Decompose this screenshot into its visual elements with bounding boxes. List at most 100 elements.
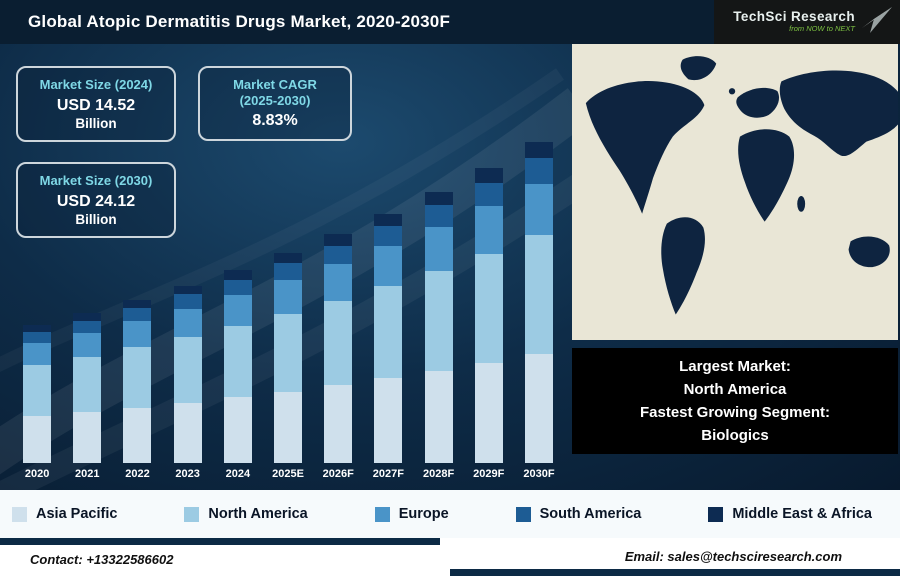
map-europe xyxy=(736,87,780,118)
x-axis-label-2028F: 2028F xyxy=(422,468,455,480)
legend-label-asia-pacific: Asia Pacific xyxy=(36,506,118,522)
bar-segment-europe xyxy=(274,280,303,314)
map-uk xyxy=(728,88,736,95)
bar-segment-europe xyxy=(374,246,403,287)
map-asia xyxy=(779,70,898,157)
legend-label-south-america: South America xyxy=(539,506,642,522)
bar-slot-2025E: 2025E xyxy=(263,252,313,480)
x-axis-label-2024: 2024 xyxy=(225,468,251,480)
brand-logo: TechSci Research from NOW to NEXT xyxy=(714,0,900,44)
x-axis-label-2027F: 2027F xyxy=(372,468,404,480)
bar-2022[interactable] xyxy=(123,299,152,463)
market-size-2030-unit: Billion xyxy=(75,211,117,227)
bar-segment-north-america xyxy=(374,286,403,379)
bar-chart-region: 2020 2021 2022 2023 2024 2025E 2026F 2027F 2028F… xyxy=(0,44,572,490)
legend-item-middle-east-africa: Middle East & Africa xyxy=(708,506,872,522)
bar-2030F[interactable] xyxy=(524,142,553,463)
bar-slot-2024: 2024 xyxy=(213,269,263,480)
bar-slot-2030F: 2030F xyxy=(514,142,564,480)
right-column: Largest Market: North America Fastest Gr… xyxy=(572,44,898,454)
bar-segment-north-america xyxy=(73,356,102,413)
brand-logo-text: TechSci Research from NOW to NEXT xyxy=(733,10,855,33)
legend-swatch-south-america xyxy=(515,506,531,522)
market-size-2024-label: Market Size (2024) xyxy=(39,77,153,92)
brand-name: TechSci Research xyxy=(733,9,855,25)
bar-segment-middle-east-africa xyxy=(424,191,453,206)
legend-item-europe: Europe xyxy=(374,506,449,522)
footer: Contact: +13322586602 Email: sales@techs… xyxy=(0,538,900,576)
legend-item-south-america: South America xyxy=(515,506,642,522)
bar-segment-asia-pacific xyxy=(324,385,353,463)
map-africa xyxy=(738,129,795,222)
bar-segment-south-america xyxy=(374,226,403,247)
bar-2020[interactable] xyxy=(23,325,52,463)
map-australia xyxy=(848,236,890,268)
bar-segment-asia-pacific xyxy=(524,353,553,463)
bar-segment-asia-pacific xyxy=(223,397,252,463)
bar-segment-middle-east-africa xyxy=(524,142,553,159)
bar-2021[interactable] xyxy=(73,313,102,463)
bar-slot-2028F: 2028F xyxy=(414,191,464,480)
bar-segment-europe xyxy=(524,184,553,236)
bar-segment-middle-east-africa xyxy=(23,325,52,333)
bar-segment-europe xyxy=(474,206,503,254)
brand-tagline: from NOW to NEXT xyxy=(789,24,855,34)
bar-segment-asia-pacific xyxy=(73,412,102,463)
bar-segment-north-america xyxy=(173,336,202,403)
x-axis-label-2022: 2022 xyxy=(125,468,150,480)
contact-email: Email: sales@techsciresearch.com xyxy=(624,549,842,564)
bar-segment-south-america xyxy=(123,308,152,322)
bar-2026F[interactable] xyxy=(324,234,353,463)
fastest-segment-label: Fastest Growing Segment: xyxy=(639,404,831,421)
bar-segment-europe xyxy=(223,295,252,326)
bar-segment-north-america xyxy=(23,365,52,417)
bar-segment-north-america xyxy=(274,313,303,392)
bar-segment-south-america xyxy=(223,279,252,296)
header-bar: Global Atopic Dermatitis Drugs Market, 2… xyxy=(0,0,900,44)
bar-segment-south-america xyxy=(173,294,202,309)
market-size-2024-card: Market Size (2024) USD 14.52 Billion xyxy=(16,66,176,142)
main-canvas: 2020 2021 2022 2023 2024 2025E 2026F 2027F 2028F… xyxy=(0,44,900,490)
bar-2023[interactable] xyxy=(173,285,202,463)
bar-segment-middle-east-africa xyxy=(474,168,503,183)
bar-segment-middle-east-africa xyxy=(173,285,202,295)
x-axis-label-2026F: 2026F xyxy=(322,468,354,480)
bar-slot-2021: 2021 xyxy=(62,313,112,480)
fastest-segment-value: Biologics xyxy=(701,427,769,445)
bar-2025E[interactable] xyxy=(274,252,303,463)
map-north-america xyxy=(585,81,705,214)
market-size-2024-unit: Billion xyxy=(75,115,117,131)
market-size-2030-label: Market Size (2030) xyxy=(39,173,153,188)
bar-segment-south-america xyxy=(23,332,52,344)
key-facts-callout: Largest Market: North America Fastest Gr… xyxy=(572,348,898,454)
bar-segment-europe xyxy=(173,308,202,337)
market-size-2024-value: USD 14.52 xyxy=(56,96,136,114)
legend: Asia Pacific North America Europe South Ame… xyxy=(0,490,900,538)
legend-swatch-asia-pacific xyxy=(12,506,27,522)
logo-arrow-icon xyxy=(862,6,892,39)
x-axis-label-2025E: 2025E xyxy=(272,468,304,480)
legend-item-north-america: North America xyxy=(184,506,308,522)
legend-item-asia-pacific: Asia Pacific xyxy=(12,506,117,522)
bar-segment-europe xyxy=(23,343,52,366)
map-south-america xyxy=(661,217,705,315)
bar-2028F[interactable] xyxy=(424,191,453,463)
bar-slot-2029F: 2029F xyxy=(464,168,514,480)
bar-slot-2027F: 2027F xyxy=(363,213,413,480)
bar-segment-asia-pacific xyxy=(474,362,503,463)
bar-segment-north-america xyxy=(474,253,503,363)
bar-segment-south-america xyxy=(474,182,503,207)
bar-2027F[interactable] xyxy=(374,213,403,463)
bar-2029F[interactable] xyxy=(474,168,503,463)
legend-label-north-america: North America xyxy=(208,506,308,522)
bar-segment-europe xyxy=(324,264,353,301)
page-title: Global Atopic Dermatitis Drugs Market, 2… xyxy=(28,12,451,31)
legend-swatch-north-america xyxy=(184,506,200,522)
bar-segment-middle-east-africa xyxy=(324,234,353,246)
legend-swatch-middle-east-africa xyxy=(708,506,724,522)
bar-slot-2026F: 2026F xyxy=(313,234,363,480)
bar-segment-north-america xyxy=(324,300,353,386)
bar-slot-2023: 2023 xyxy=(163,285,213,480)
bar-2024[interactable] xyxy=(223,269,252,463)
bar-segment-north-america xyxy=(424,270,453,371)
